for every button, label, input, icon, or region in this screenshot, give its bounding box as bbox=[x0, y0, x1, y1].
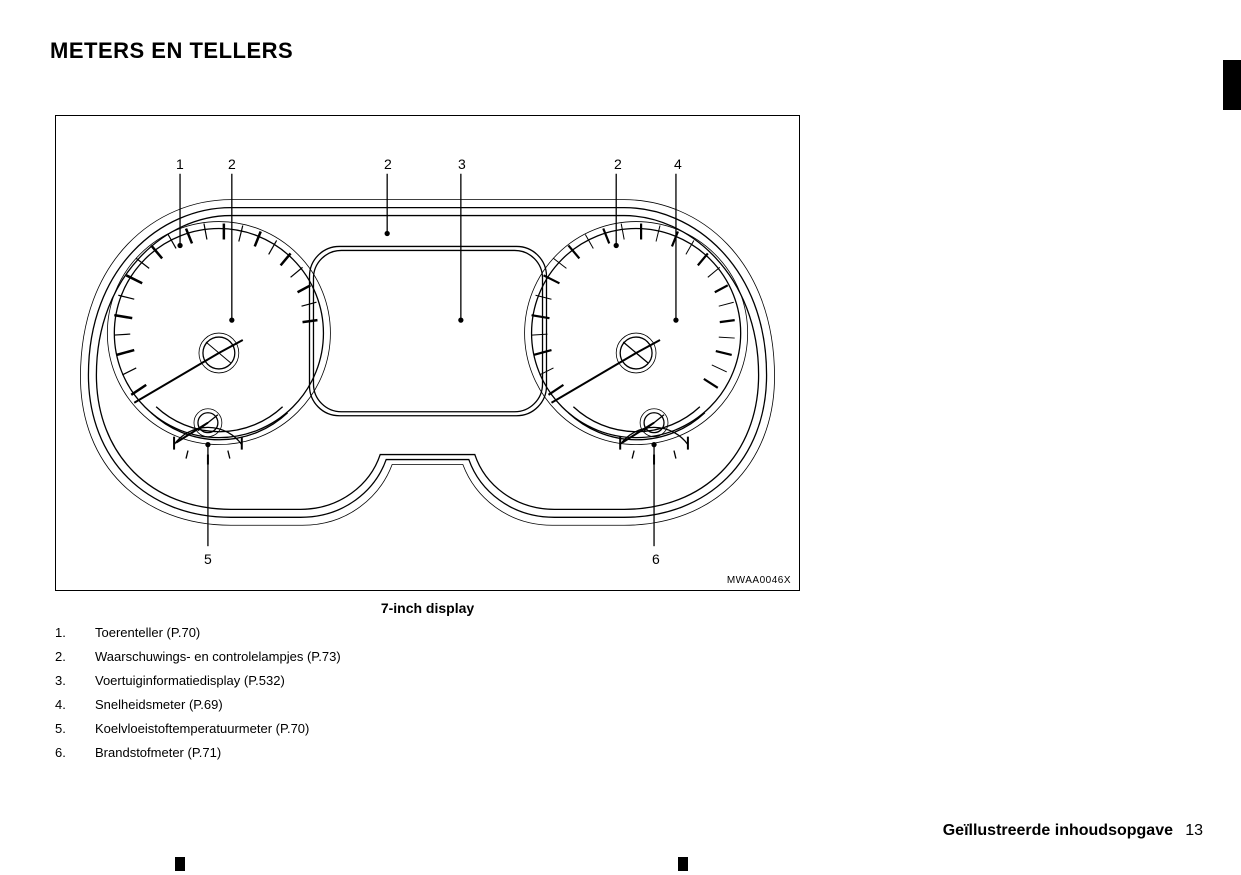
footer-page-number: 13 bbox=[1185, 822, 1203, 840]
legend-item: 3. Voertuiginformatiedisplay (P.532) bbox=[55, 673, 341, 688]
legend-text: Toerenteller (P.70) bbox=[95, 625, 200, 640]
legend-num: 5. bbox=[55, 721, 95, 736]
legend-item: 2. Waarschuwings- en controlelampjes (P.… bbox=[55, 649, 341, 664]
crop-mark bbox=[175, 857, 185, 871]
legend-item: 4. Snelheidsmeter (P.69) bbox=[55, 697, 341, 712]
footer-section-title: Geïllustreerde inhoudsopgave bbox=[943, 822, 1173, 840]
legend-list: 1. Toerenteller (P.70) 2. Waarschuwings-… bbox=[55, 625, 341, 769]
legend-text: Voertuiginformatiedisplay (P.532) bbox=[95, 673, 285, 688]
legend-item: 6. Brandstofmeter (P.71) bbox=[55, 745, 341, 760]
page-thumb-tab bbox=[1223, 60, 1241, 110]
legend-text: Snelheidsmeter (P.69) bbox=[95, 697, 223, 712]
instrument-cluster-diagram bbox=[56, 116, 799, 590]
legend-num: 2. bbox=[55, 649, 95, 664]
legend-num: 1. bbox=[55, 625, 95, 640]
legend-num: 4. bbox=[55, 697, 95, 712]
figure-code: MWAA0046X bbox=[727, 575, 791, 586]
legend-text: Koelvloeistoftemperatuurmeter (P.70) bbox=[95, 721, 309, 736]
figure-container: 1 2 2 3 2 4 5 6 bbox=[55, 115, 800, 591]
legend-item: 5. Koelvloeistoftemperatuurmeter (P.70) bbox=[55, 721, 341, 736]
legend-item: 1. Toerenteller (P.70) bbox=[55, 625, 341, 640]
page-heading: METERS EN TELLERS bbox=[50, 38, 293, 64]
legend-num: 6. bbox=[55, 745, 95, 760]
legend-text: Brandstofmeter (P.71) bbox=[95, 745, 221, 760]
legend-text: Waarschuwings- en controlelampjes (P.73) bbox=[95, 649, 341, 664]
figure-caption: 7-inch display bbox=[55, 600, 800, 616]
legend-num: 3. bbox=[55, 673, 95, 688]
crop-mark bbox=[678, 857, 688, 871]
